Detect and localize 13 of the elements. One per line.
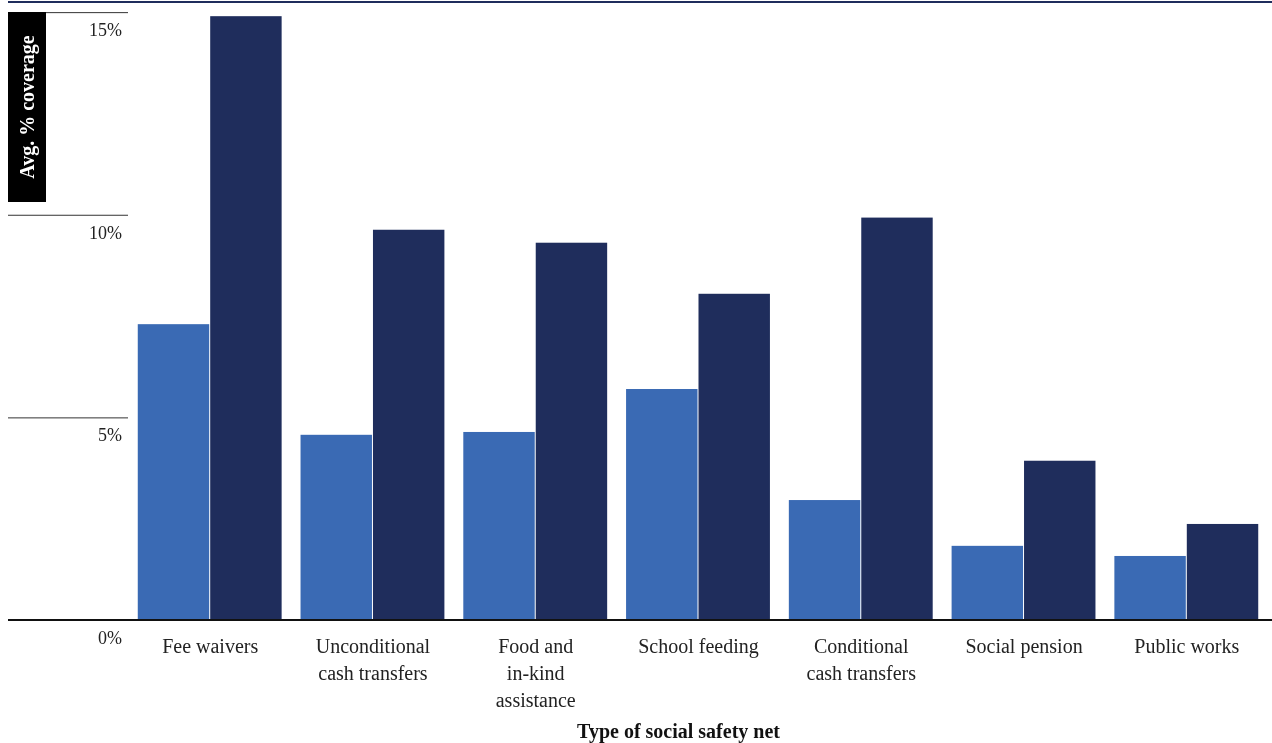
x-tick-label: Fee waivers xyxy=(162,635,259,657)
x-tick-label: Public works xyxy=(1134,635,1240,657)
x-tick-label: Social pension xyxy=(965,635,1083,658)
y-tick-label: 15% xyxy=(89,20,122,41)
y-tick-label: 5% xyxy=(98,425,122,446)
y-tick-label: 10% xyxy=(89,222,122,243)
y-axis-title: Avg. % coverage xyxy=(16,35,39,179)
x-tick-label: Food and in-kind assistance xyxy=(495,635,576,711)
x-tick-label: School feeding xyxy=(638,635,759,658)
y-tick-label: 0% xyxy=(98,627,122,648)
x-tick-label: Unconditional cash transfers xyxy=(315,635,431,684)
x-axis-title: Type of social safety net xyxy=(577,720,781,743)
x-tick-label: Conditional cash transfers xyxy=(806,635,917,684)
